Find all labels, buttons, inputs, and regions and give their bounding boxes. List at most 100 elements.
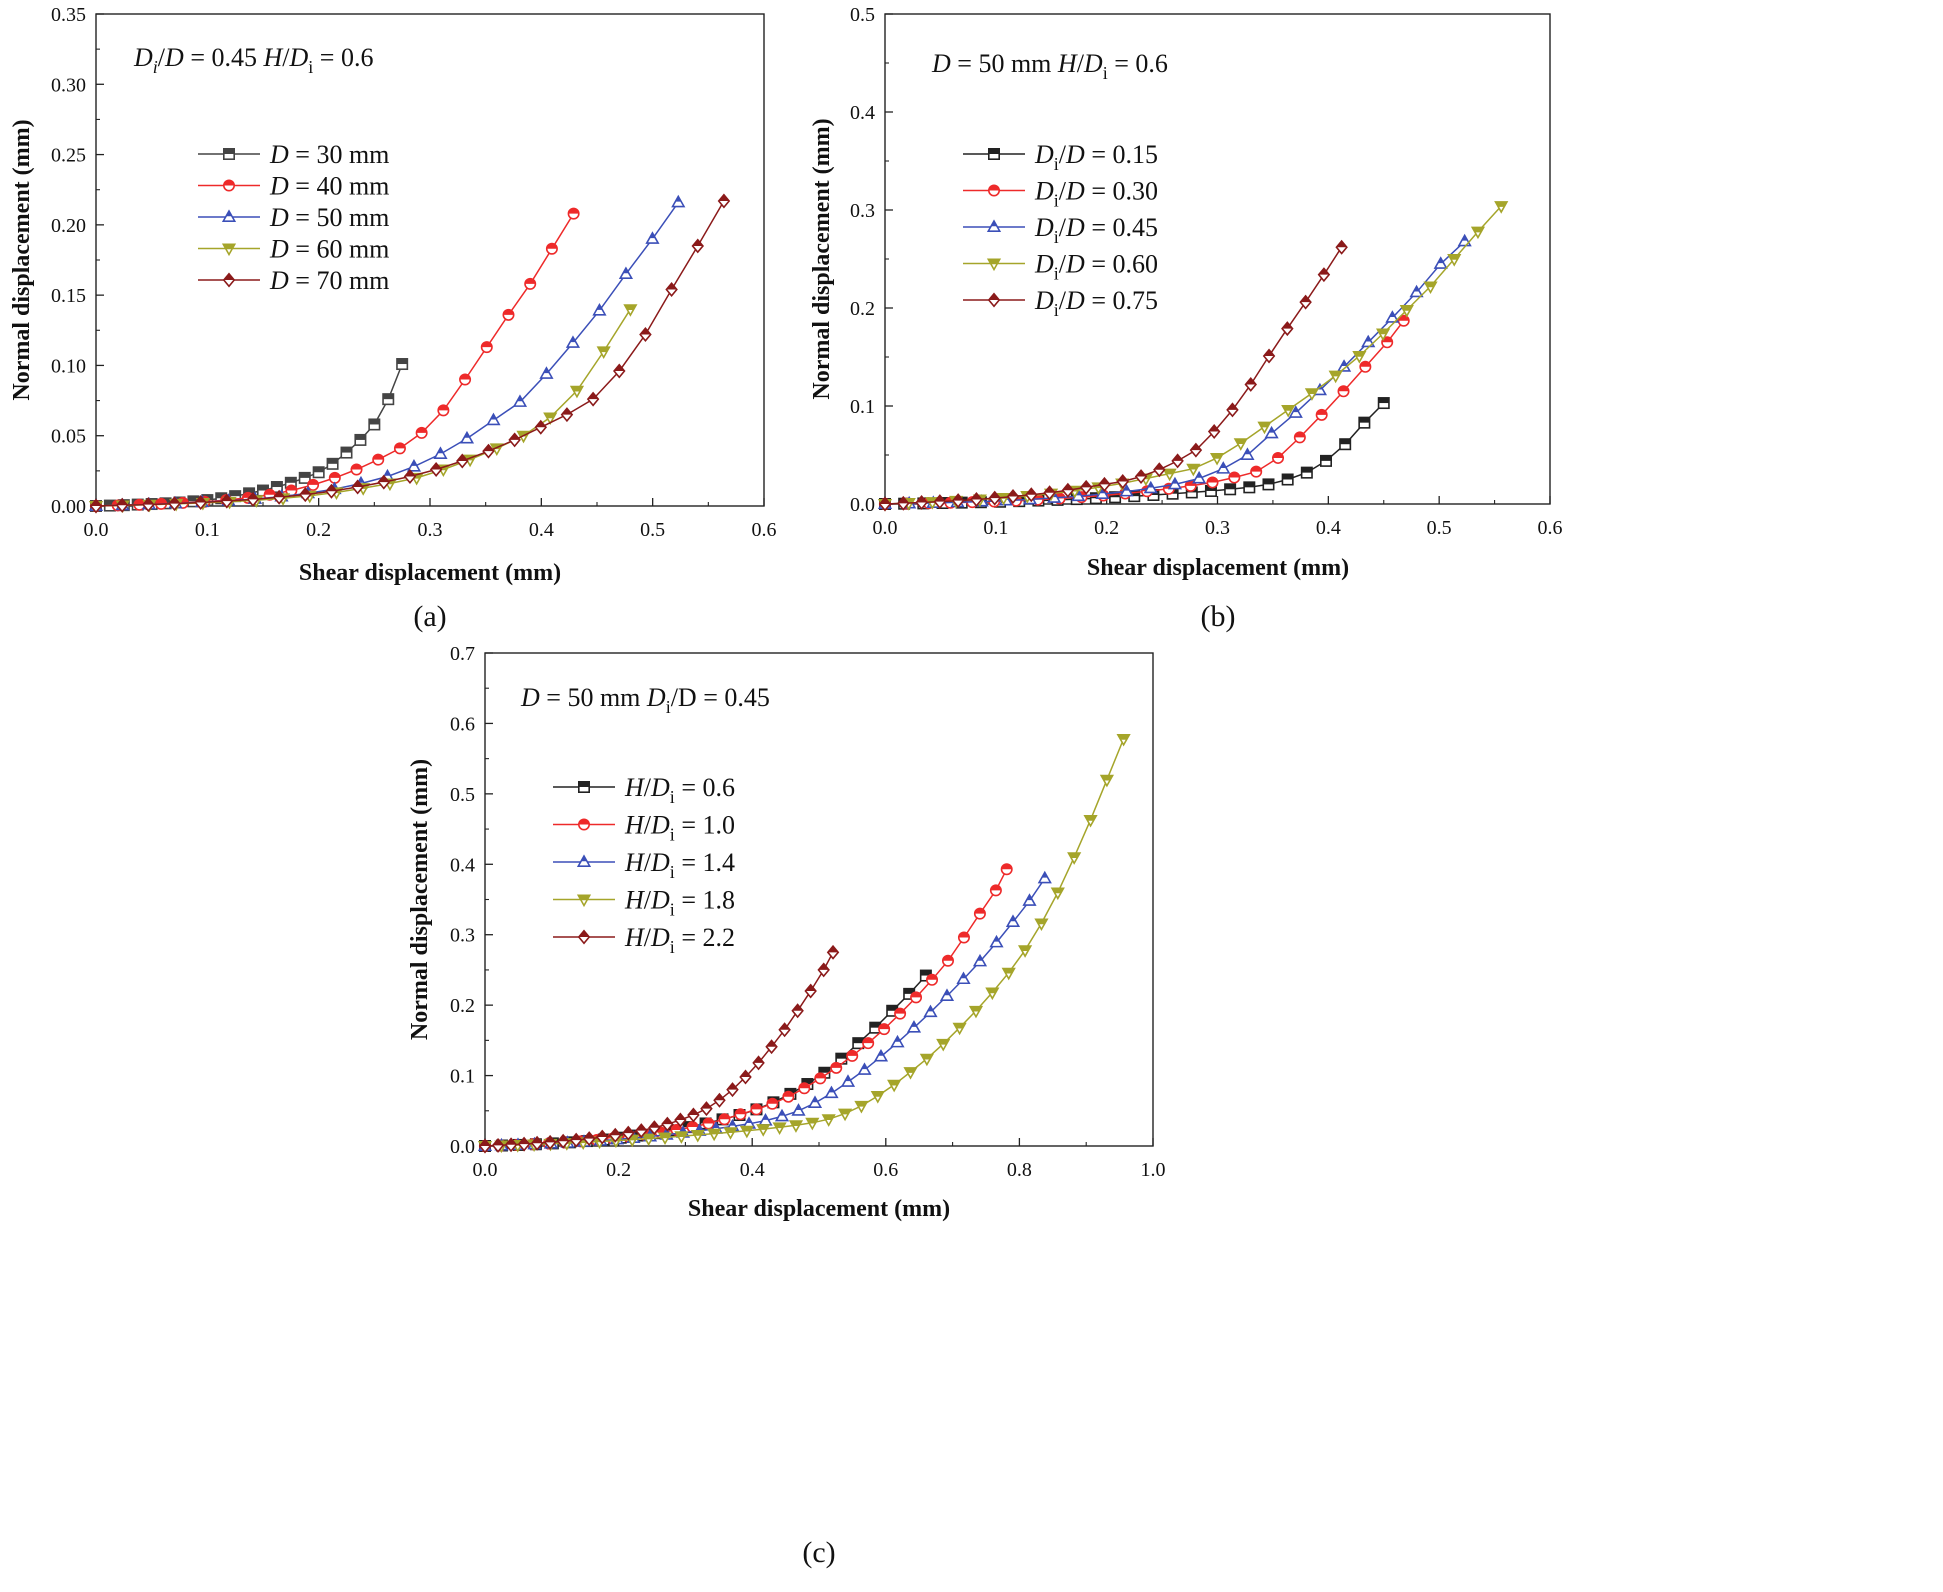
data-point <box>1099 774 1114 788</box>
data-point <box>517 1136 531 1152</box>
legend-entry: Di/D = 0.60 <box>963 250 1158 284</box>
legend-marker <box>577 780 590 793</box>
data-point <box>765 1039 778 1055</box>
data-point <box>1000 863 1013 876</box>
data-point <box>403 468 417 484</box>
data-point <box>1043 485 1056 501</box>
data-point <box>645 231 660 244</box>
data-point <box>1447 254 1462 267</box>
data-point <box>618 266 634 280</box>
data-point <box>894 1007 907 1020</box>
legend-label: H/Di = 1.8 <box>624 886 735 920</box>
data-point <box>956 971 971 985</box>
legend-entry: Di/D = 0.75 <box>963 286 1158 320</box>
data-point <box>1409 284 1424 298</box>
legend-entry: Di/D = 0.15 <box>963 140 1158 174</box>
data-point <box>952 1022 967 1036</box>
x-tick-label: 0.8 <box>1007 1159 1032 1181</box>
data-point <box>569 1132 583 1148</box>
legend-label: D = 40 mm <box>269 172 389 201</box>
data-point <box>1328 370 1343 384</box>
x-tick-label: 0.5 <box>640 519 665 541</box>
data-point <box>1272 451 1285 464</box>
data-point <box>1083 814 1098 828</box>
data-point <box>539 366 554 379</box>
data-point <box>717 193 731 209</box>
data-point <box>1226 402 1239 418</box>
y-tick-label: 0.5 <box>450 784 475 806</box>
data-point <box>778 1022 791 1038</box>
data-point <box>285 484 298 497</box>
data-point <box>622 1125 635 1141</box>
data-point <box>915 495 928 511</box>
data-point <box>354 433 367 446</box>
data-point <box>1116 733 1131 747</box>
data-point <box>272 489 286 505</box>
data-point <box>596 346 611 359</box>
data-point <box>1257 421 1272 435</box>
data-point <box>1300 466 1313 479</box>
data-point <box>641 1133 656 1147</box>
x-tick-label: 0.3 <box>418 519 443 541</box>
data-point <box>1005 914 1021 927</box>
y-tick-label: 0.10 <box>51 355 86 377</box>
data-point <box>1317 267 1331 283</box>
legend-entry: H/Di = 1.0 <box>553 811 735 845</box>
data-point <box>739 1125 754 1139</box>
data-point <box>491 1137 505 1153</box>
legend-label: H/Di = 1.0 <box>624 811 735 845</box>
data-point <box>665 282 678 298</box>
data-point <box>1067 852 1082 865</box>
data-point <box>750 1103 763 1116</box>
data-point <box>372 453 385 466</box>
data-point <box>1095 486 1110 499</box>
panel-caption: (b) <box>1201 600 1236 633</box>
data-point <box>155 497 168 510</box>
data-point <box>142 497 155 513</box>
x-tick-label: 0.3 <box>1205 517 1230 539</box>
x-tick-label: 0.2 <box>306 519 331 541</box>
data-point <box>1281 321 1294 337</box>
chart-panel-a: 0.0 0.1 0.2 0.3 0.4 0.5 0.6 0.00 0.05 0.10 0.15 0.2… <box>9 4 777 633</box>
data-point <box>396 358 409 371</box>
y-tick-label: 0.0 <box>850 494 875 516</box>
x-tick-label: 0.0 <box>84 519 109 541</box>
legend-entry: Di/D = 0.45 <box>963 213 1158 247</box>
data-point <box>972 953 988 967</box>
data-point <box>887 1079 902 1093</box>
x-axis-label: Shear displacement (mm) <box>1087 555 1349 581</box>
data-point <box>878 1023 891 1036</box>
data-point <box>734 1108 747 1121</box>
data-point <box>1240 447 1255 460</box>
data-point <box>326 457 339 470</box>
legend-marker <box>986 258 1002 272</box>
data-point <box>1189 442 1203 458</box>
x-axis-label: Shear displacement (mm) <box>688 1196 950 1222</box>
data-point <box>1288 405 1303 418</box>
data-point <box>1209 452 1225 466</box>
data-point <box>824 1085 839 1099</box>
data-point <box>560 407 574 423</box>
data-point <box>298 471 311 484</box>
data-point <box>530 1135 544 1151</box>
data-point <box>312 466 325 479</box>
data-point <box>713 1092 726 1108</box>
data-point <box>1423 281 1438 295</box>
x-tick-label: 0.4 <box>1316 517 1341 539</box>
data-point <box>933 494 947 510</box>
data-point <box>115 497 129 513</box>
legend-label: D = 50 mm <box>269 203 389 232</box>
data-point <box>478 1138 492 1154</box>
y-tick-label: 0.3 <box>450 925 475 947</box>
series-line <box>484 951 834 1147</box>
data-point <box>543 1134 557 1150</box>
data-point <box>862 1037 875 1050</box>
data-point <box>480 341 493 354</box>
data-point <box>1335 239 1348 255</box>
data-point <box>989 884 1002 897</box>
legend-label: D = 30 mm <box>269 140 389 169</box>
data-point <box>1264 425 1279 439</box>
data-point <box>817 962 830 978</box>
y-tick-label: 0.1 <box>850 396 875 418</box>
data-point <box>556 1133 570 1149</box>
